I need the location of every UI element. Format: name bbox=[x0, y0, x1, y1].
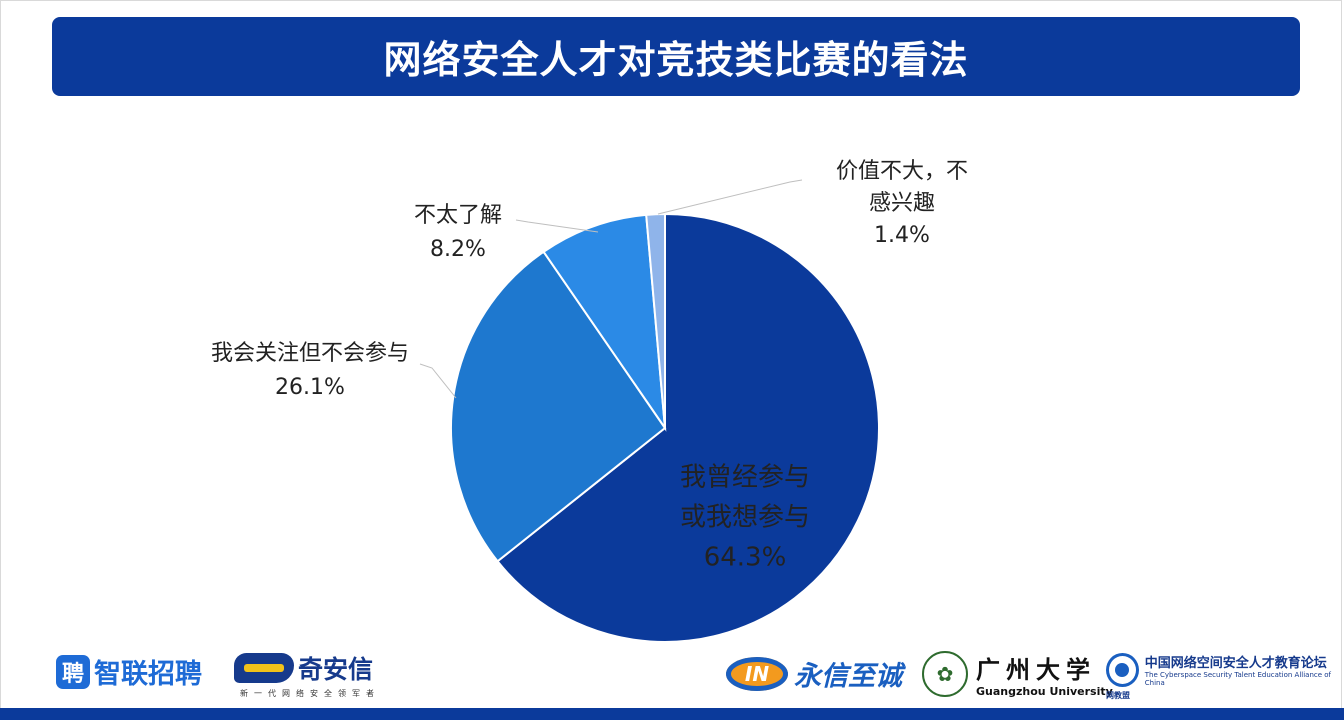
alliance-logo: 中国网络空间安全人才教育论坛 The Cyberspace Security T… bbox=[1106, 652, 1344, 700]
qianxin-lion-icon bbox=[234, 653, 294, 683]
pie-slice-4 bbox=[645, 212, 666, 429]
pie-slice-2 bbox=[450, 250, 667, 563]
slice-category-label-2: 我会关注但不会参与 bbox=[211, 341, 409, 366]
bottom-bar bbox=[0, 708, 1344, 720]
page-title: 网络安全人才对竞技类比赛的看法 bbox=[383, 38, 969, 82]
slice-category-label-1: 我曾经参与 bbox=[680, 463, 810, 493]
title-banner: 网络安全人才对竞技类比赛的看法 bbox=[52, 17, 1300, 96]
leader-line-2 bbox=[419, 363, 457, 399]
yongxin-logo-text: 永信至诚 bbox=[794, 661, 902, 692]
qianxin-slogan: 新一代网络安全领军者 bbox=[240, 689, 380, 698]
slice-value-label-4: 1.4% bbox=[874, 223, 930, 248]
alliance-logo-sub: The Cyberspace Security Talent Education… bbox=[1144, 671, 1332, 687]
alliance-logo-text: 中国网络空间安全人才教育论坛 bbox=[1144, 656, 1327, 671]
pie-slice-1 bbox=[496, 212, 880, 643]
qianxin-logo: 奇安信 新一代网络安全领军者 bbox=[234, 650, 380, 699]
zhilian-logo-text: 智联招聘 bbox=[94, 659, 202, 690]
yongxin-logo: IN 永信至诚 bbox=[726, 654, 902, 693]
slice-category-label-4: 感兴趣 bbox=[869, 191, 935, 216]
leader-line-4 bbox=[657, 179, 803, 215]
qianxin-logo-text: 奇安信 bbox=[298, 655, 374, 684]
gzhu-logo-sub: Guangzhou University bbox=[976, 685, 1113, 698]
pie-slice-3 bbox=[542, 213, 667, 432]
gzhu-emblem-icon: ✿ bbox=[922, 651, 968, 697]
slice-category-label-4: 价值不大，不 bbox=[836, 159, 968, 184]
slice-value-label-2: 26.1% bbox=[275, 375, 345, 400]
zhilian-badge-icon: 聘 bbox=[56, 654, 90, 689]
yongxin-in-icon: IN bbox=[726, 656, 788, 691]
slice-category-label-1: 或我想参与 bbox=[680, 503, 810, 533]
slice-category-label-3: 不太了解 bbox=[414, 203, 502, 228]
gzhu-logo: ✿ 广州大学 Guangzhou University bbox=[922, 650, 1113, 698]
alliance-emblem-icon bbox=[1106, 652, 1139, 687]
alliance-logo-tag: 网教盟 bbox=[1106, 691, 1130, 700]
slice-value-label-3: 8.2% bbox=[430, 237, 486, 262]
gzhu-logo-text: 广州大学 bbox=[976, 656, 1096, 684]
slice-value-label-1: 64.3% bbox=[704, 543, 787, 573]
leader-line-3 bbox=[515, 219, 599, 233]
zhilian-logo: 聘 智联招聘 bbox=[56, 652, 202, 691]
